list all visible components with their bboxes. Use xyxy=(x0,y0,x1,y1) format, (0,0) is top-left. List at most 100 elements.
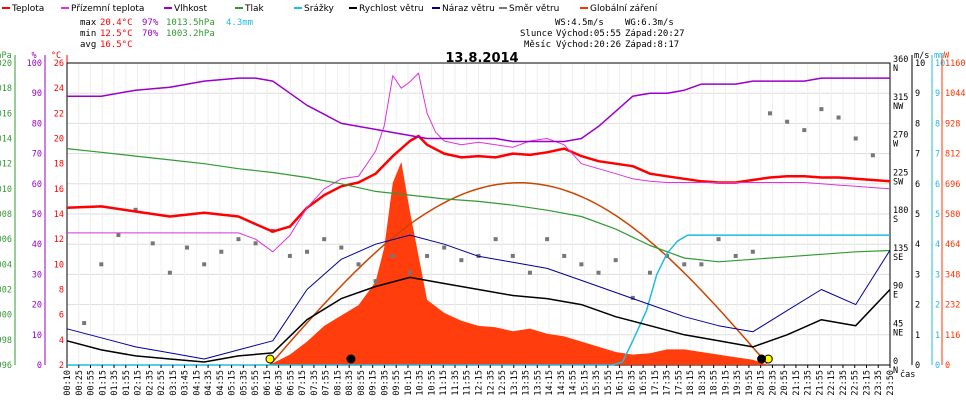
wind-direction-point-29 xyxy=(579,262,584,267)
x-tick-34: 11:55 xyxy=(463,370,473,396)
left-axis-tick-1-1: 10 xyxy=(32,331,42,341)
x-tick-55: 18:55 xyxy=(710,370,720,396)
x-tick-30: 10:35 xyxy=(416,370,426,396)
series-line-3 xyxy=(66,148,891,263)
wind-direction-point-15 xyxy=(339,245,344,250)
left-axis-tick-1-10: 100 xyxy=(27,59,42,69)
dir-tick-5: SW xyxy=(893,177,904,187)
legend: Teplota Přízemní teplota Vlhkost Tlak Srážky… xyxy=(2,4,658,14)
axes: hPa9969981000100210041006100810101012101… xyxy=(0,51,965,376)
dir-tick-4: S xyxy=(893,215,898,225)
legend-label-4: Srážky xyxy=(304,4,335,14)
wind-direction-point-39 xyxy=(750,249,755,254)
x-tick-56: 19:15 xyxy=(721,370,731,396)
x-tick-65: 22:15 xyxy=(827,370,837,396)
right-axis-tick-1-10: 10 xyxy=(935,59,945,69)
wind-direction-point-16 xyxy=(356,262,361,267)
x-tick-11: 04:15 xyxy=(192,370,202,396)
x-tick-41: 14:15 xyxy=(545,370,555,396)
chart-title: 13.8.2014 xyxy=(445,51,518,66)
right-axis-tick-1-4: 4 xyxy=(935,240,940,250)
left-axis-tick-0-11: 1018 xyxy=(0,84,12,94)
wind-direction-point-33 xyxy=(647,270,652,275)
legend-label-3: Tlak xyxy=(244,4,265,14)
series-line-2 xyxy=(67,77,890,143)
wind-direction-point-6 xyxy=(185,245,190,250)
x-tick-51: 17:35 xyxy=(663,370,673,396)
legend-label-0: Teplota xyxy=(11,4,44,14)
x-tick-10: 03:45 xyxy=(181,370,191,396)
x-tick-12: 04:35 xyxy=(204,370,214,396)
dir-tick-3: SE xyxy=(893,253,903,263)
stats-max-rain: 4.3mm xyxy=(226,18,253,28)
left-axis-tick-2-7: 16 xyxy=(54,185,64,195)
wind-direction-point-24 xyxy=(493,237,498,242)
left-axis-tick-0-3: 1002 xyxy=(0,286,12,296)
dir-tick-1: NE xyxy=(893,328,903,338)
x-tick-48: 16:35 xyxy=(627,370,637,396)
x-tick-4: 01:35 xyxy=(110,370,120,396)
x-tick-39: 13:35 xyxy=(522,370,532,396)
legend-label-1: Přízemní teplota xyxy=(71,4,144,14)
right-axis-tick-0-6: 6 xyxy=(915,180,920,190)
wind-direction-point-30 xyxy=(596,270,601,275)
x-tick-7: 02:35 xyxy=(145,370,155,396)
x-tick-40: 13:55 xyxy=(533,370,543,396)
dir-deg-tick-5: 225 xyxy=(893,168,908,178)
left-axis-tick-1-8: 80 xyxy=(32,119,42,129)
dir-deg-tick-7: 315 xyxy=(893,93,908,103)
x-tick-36: 12:35 xyxy=(486,370,496,396)
left-axis-tick-1-3: 30 xyxy=(32,270,42,280)
legend-label-8: Globální záření xyxy=(590,4,658,14)
legend-label-2: Vlhkost xyxy=(174,4,207,14)
x-tick-16: 05:55 xyxy=(251,370,261,396)
left-axis-tick-2-6: 14 xyxy=(54,210,64,220)
x-tick-31: 10:55 xyxy=(427,370,437,396)
wind-direction-point-27 xyxy=(545,237,550,242)
wind-direction-point-19 xyxy=(407,270,412,275)
x-tick-50: 17:15 xyxy=(651,370,661,396)
left-axis-tick-0-6: 1008 xyxy=(0,210,12,220)
wind-direction-point-18 xyxy=(390,253,395,258)
x-tick-18: 06:35 xyxy=(275,370,285,396)
theoretical-radiation-curve xyxy=(269,182,768,366)
sunrise-marker xyxy=(265,354,275,364)
x-tick-5: 01:55 xyxy=(122,370,132,396)
sun-rise: Východ:05:55 xyxy=(556,29,621,39)
series-line-5 xyxy=(66,276,891,363)
right-axis-tick-0-0: 0 xyxy=(915,361,920,371)
stats-min-label: min xyxy=(80,29,96,39)
dir-tick-0: N xyxy=(893,366,898,376)
wind-direction-point-5 xyxy=(167,270,172,275)
x-tick-15: 05:35 xyxy=(239,370,249,396)
dir-tick-7: NW xyxy=(893,102,904,112)
svg-text:max: max xyxy=(80,18,97,28)
x-tick-61: 20:55 xyxy=(780,370,790,396)
x-tick-26: 09:15 xyxy=(369,370,379,396)
left-axis-unit-2: °C xyxy=(51,51,61,61)
wind-direction-point-36 xyxy=(699,262,704,267)
wind-direction-point-28 xyxy=(562,253,567,258)
x-tick-1: 00:25 xyxy=(75,370,85,396)
wind-direction-point-3 xyxy=(133,207,138,212)
left-axis-tick-2-11: 24 xyxy=(54,84,64,94)
wind-direction-point-26 xyxy=(527,270,532,275)
x-tick-64: 21:55 xyxy=(815,370,825,396)
stats-max-press: 1013.5hPa xyxy=(166,18,215,28)
wind-direction-point-34 xyxy=(665,253,670,258)
left-axis-tick-0-9: 1014 xyxy=(0,135,12,145)
right-axis-tick-1-8: 8 xyxy=(935,119,940,129)
x-tick-25: 08:55 xyxy=(357,370,367,396)
x-tick-52: 17:55 xyxy=(674,370,684,396)
wind-direction-point-38 xyxy=(733,253,738,258)
x-tick-37: 12:55 xyxy=(498,370,508,396)
stats-avg-temp: 16.5°C xyxy=(100,40,133,50)
x-axis-label: čas xyxy=(900,369,915,380)
dir-tick-8: N xyxy=(893,64,898,74)
wind-direction-point-32 xyxy=(630,295,635,300)
left-axis-tick-2-2: 6 xyxy=(59,311,64,321)
left-axis-tick-2-10: 22 xyxy=(54,109,64,119)
